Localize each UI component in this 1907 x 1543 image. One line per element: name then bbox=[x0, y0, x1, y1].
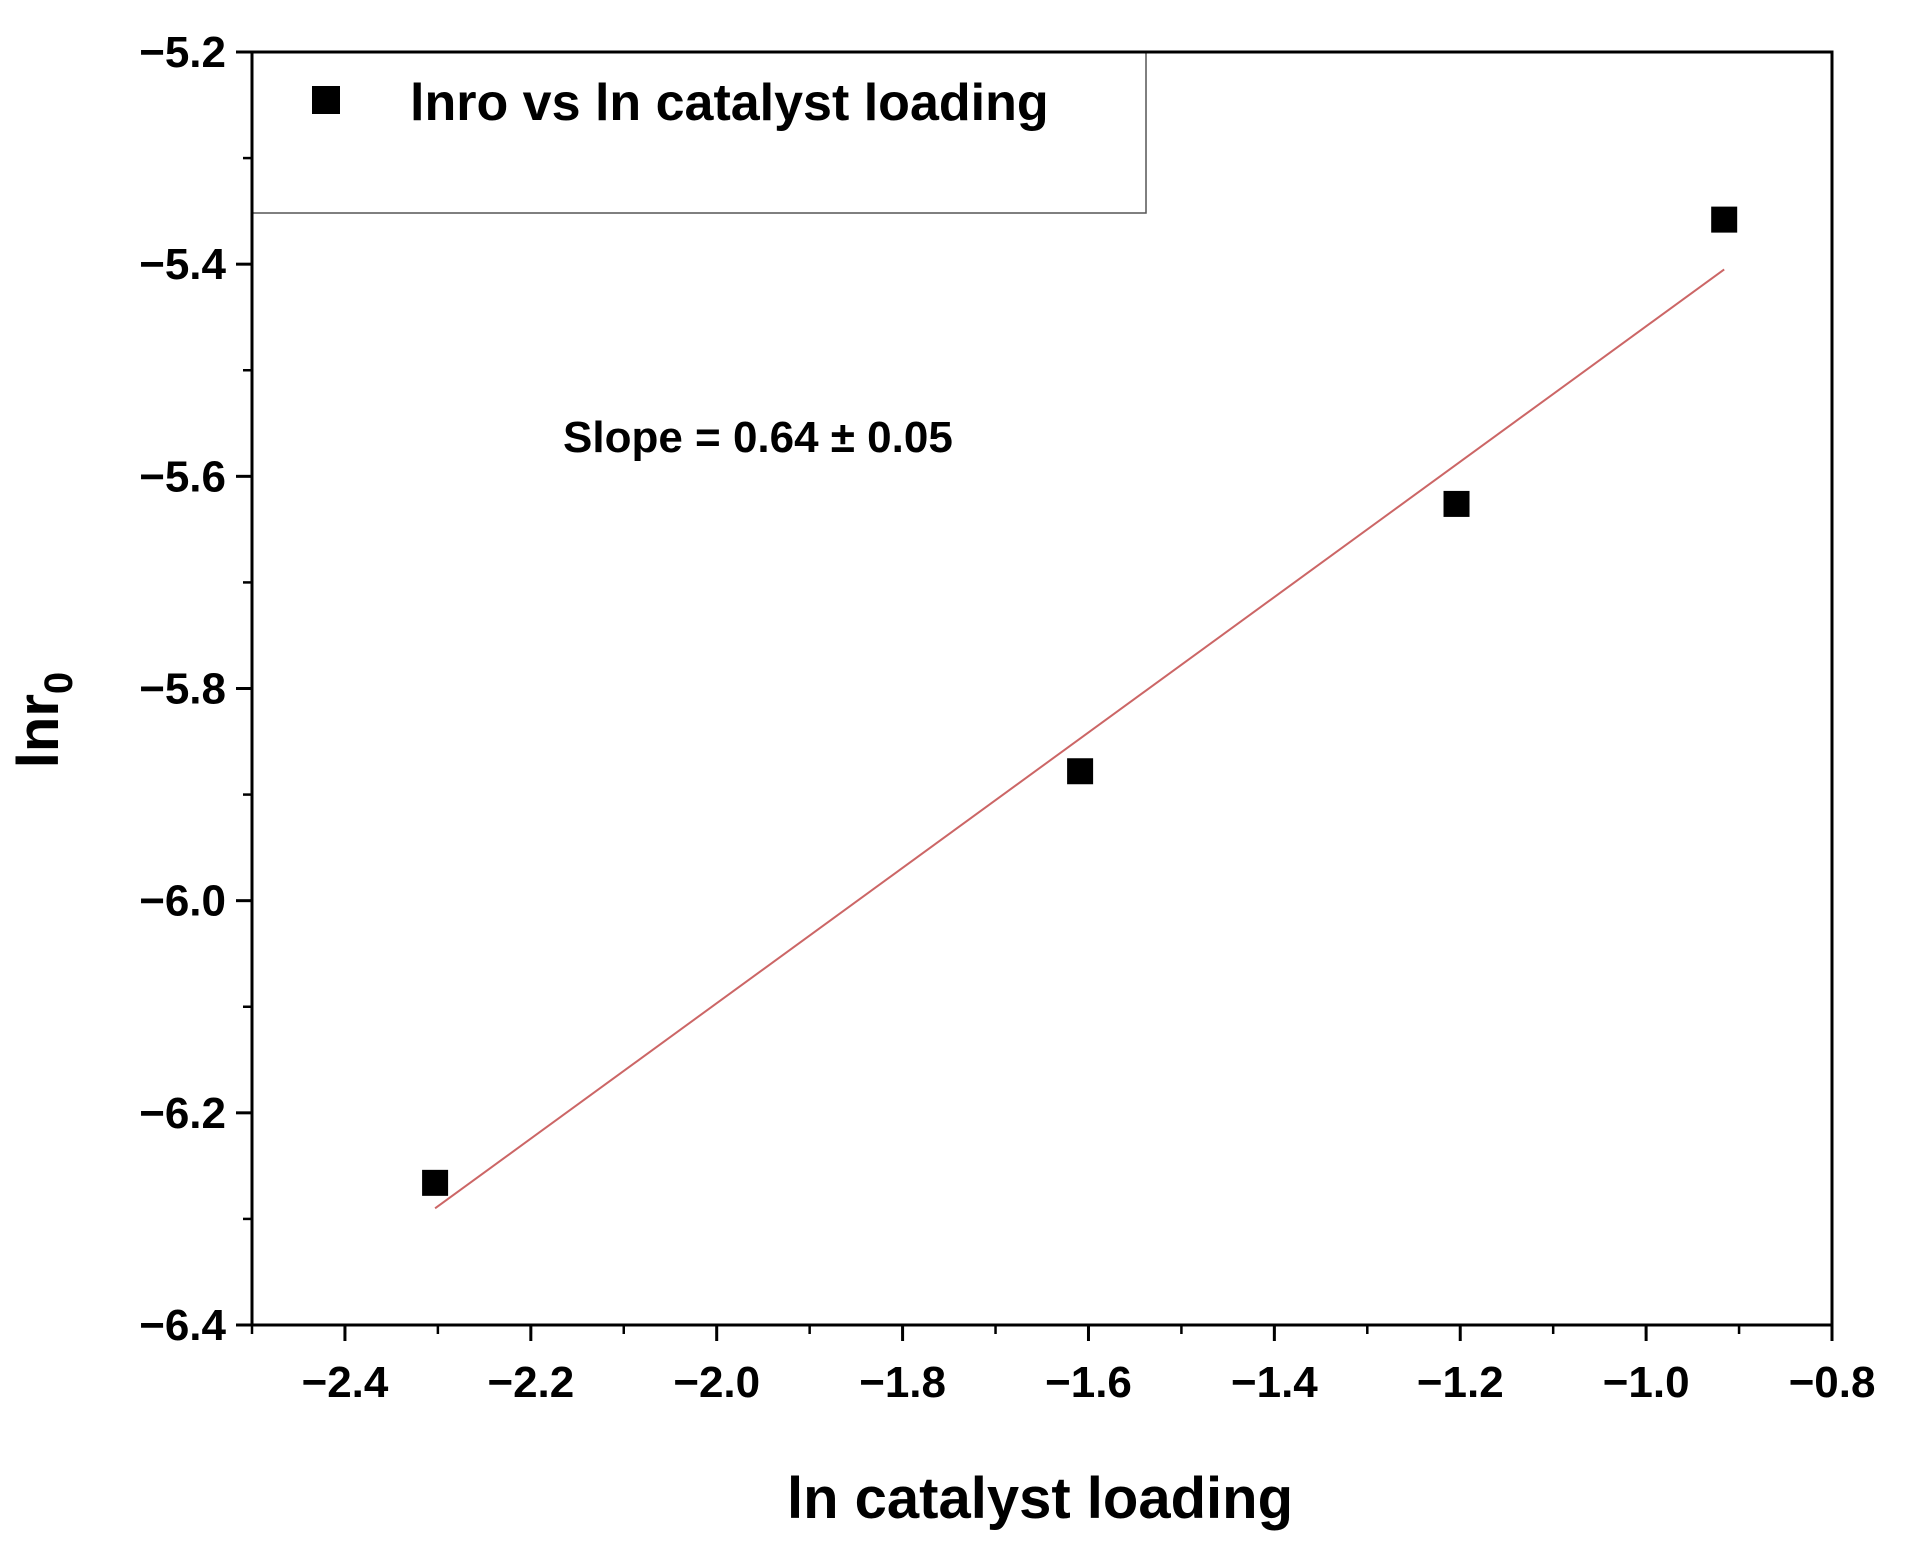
y-tick-label: −6.2 bbox=[139, 1089, 226, 1138]
data-point bbox=[1443, 490, 1470, 517]
data-points bbox=[422, 206, 1738, 1196]
y-axis-title-main: lnr bbox=[6, 694, 71, 768]
data-point bbox=[422, 1169, 449, 1196]
axes: −2.4 −2.2 −2.0 −1.8 −1.6 −1.4 −1.2 −1.0 −0.8 −6.4… bbox=[139, 28, 1875, 1407]
y-axis-title-sub: 0 bbox=[37, 672, 81, 694]
x-tick-label: −1.6 bbox=[1045, 1358, 1132, 1407]
x-tick-label: −2.0 bbox=[673, 1358, 760, 1407]
y-tick-label: −6.0 bbox=[139, 877, 226, 926]
y-tick-label: −5.6 bbox=[139, 452, 226, 501]
x-axis-title: ln catalyst loading bbox=[787, 1466, 1293, 1531]
fit-line bbox=[434, 268, 1725, 1210]
data-point bbox=[1067, 758, 1094, 785]
slope-annotation: Slope = 0.64 ± 0.05 bbox=[563, 413, 953, 462]
svg-text:lnr0: lnr0 bbox=[6, 672, 81, 768]
fit-line-group bbox=[434, 268, 1725, 1210]
y-tick-label: −5.4 bbox=[139, 240, 226, 289]
y-tick-label: −5.8 bbox=[139, 665, 226, 714]
y-tick-label: −6.4 bbox=[139, 1301, 226, 1350]
plot-frame bbox=[250, 50, 1834, 1327]
x-tick-label: −0.8 bbox=[1789, 1358, 1876, 1407]
x-tick-label: −1.2 bbox=[1417, 1358, 1504, 1407]
x-tick-label: −2.2 bbox=[487, 1358, 574, 1407]
y-tick-label: −5.2 bbox=[139, 28, 226, 77]
x-tick-label: −2.4 bbox=[302, 1358, 389, 1407]
data-point bbox=[1711, 206, 1738, 233]
x-tick-label: −1.8 bbox=[859, 1358, 946, 1407]
legend: lnro vs ln catalyst loading bbox=[251, 51, 1147, 214]
x-tick-label: −1.0 bbox=[1603, 1358, 1690, 1407]
legend-label: lnro vs ln catalyst loading bbox=[410, 74, 1049, 132]
x-tick-label: −1.4 bbox=[1231, 1358, 1318, 1407]
legend-marker bbox=[312, 86, 340, 114]
y-axis-title: lnr0 bbox=[6, 672, 81, 768]
